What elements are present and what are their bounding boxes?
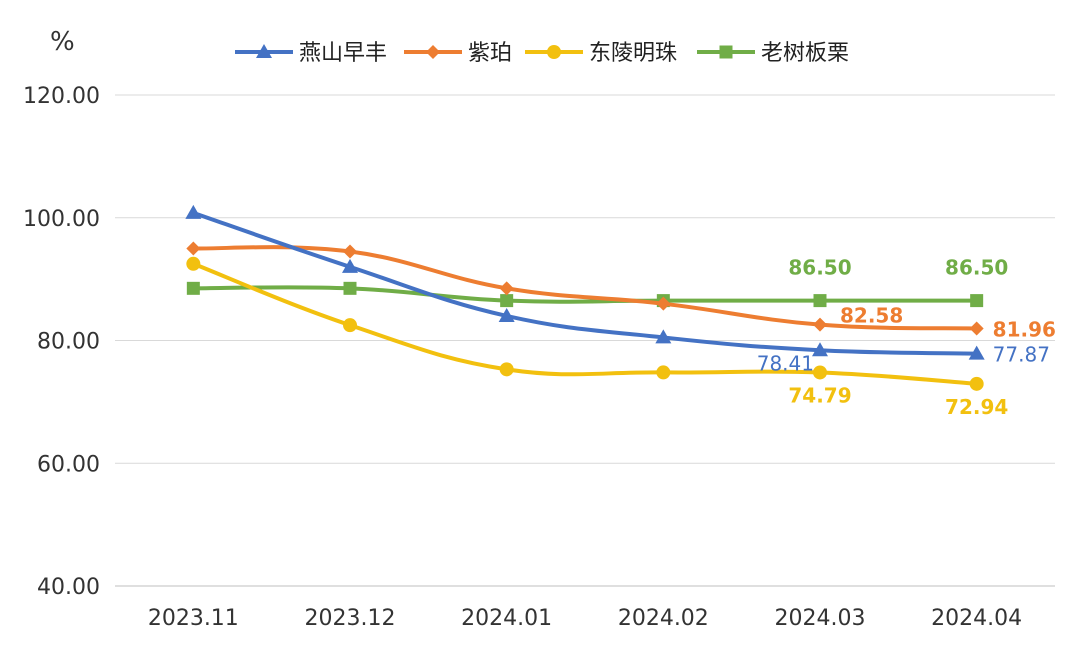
data-point	[186, 256, 201, 271]
data-label: 77.87	[993, 343, 1050, 367]
data-point	[185, 204, 202, 219]
data-point	[969, 321, 984, 336]
data-label: 86.50	[788, 256, 851, 280]
series-line	[191, 285, 979, 304]
axes: 40.00 60.00 80.00 100.00 120.00 2023.11 2023.1…	[23, 84, 1055, 631]
series-0	[185, 204, 985, 360]
series-lines	[185, 204, 985, 391]
legend-marker	[426, 45, 440, 59]
legend-item: 紫珀	[404, 41, 512, 66]
unit-label: %	[50, 27, 75, 57]
data-label: 86.50	[945, 256, 1008, 280]
gridlines	[115, 94, 1055, 587]
legend-marker	[719, 45, 733, 59]
data-point	[812, 342, 828, 357]
data-point	[656, 365, 671, 380]
data-labels: 78.41 77.87 82.58 81.96 74.79 72.94 86.50 86.50	[757, 256, 1056, 419]
data-point	[186, 281, 200, 295]
x-tick-label: 2023.11	[148, 606, 239, 631]
y-tick-label: 60.00	[37, 452, 100, 477]
x-tick-label: 2024.04	[931, 606, 1022, 631]
series-2	[186, 256, 984, 391]
data-point	[343, 318, 357, 333]
legend-label: 老树板栗	[761, 41, 849, 66]
x-tick-label: 2023.12	[305, 606, 396, 631]
data-point	[655, 329, 672, 344]
legend-item: 东陵明珠	[525, 41, 677, 66]
data-label: 74.79	[788, 383, 851, 407]
legend-label: 燕山早丰	[299, 41, 387, 66]
legend-marker	[547, 45, 561, 59]
data-point	[343, 281, 357, 295]
x-tick-label: 2024.01	[461, 606, 552, 631]
data-label: 72.94	[945, 395, 1008, 419]
data-point	[970, 294, 984, 308]
y-tick-label: 120.00	[23, 84, 100, 109]
y-tick-label: 80.00	[37, 330, 100, 355]
data-point	[342, 258, 358, 273]
x-tick-label: 2024.02	[618, 606, 709, 631]
y-tick-label: 40.00	[37, 575, 100, 600]
legend: 燕山早丰 紫珀 东陵明珠 老树板栗	[235, 41, 849, 66]
legend-marker	[256, 44, 272, 58]
series-line	[191, 210, 979, 356]
data-point	[656, 296, 671, 311]
data-point	[969, 376, 984, 391]
data-point	[813, 294, 827, 308]
legend-label: 东陵明珠	[589, 41, 677, 66]
data-point	[499, 362, 514, 377]
data-point	[186, 241, 201, 256]
series-line	[191, 261, 979, 386]
legend-label: 紫珀	[468, 41, 512, 66]
data-label: 78.41	[757, 351, 814, 375]
y-tick-label: 100.00	[23, 207, 100, 232]
data-point	[813, 317, 827, 332]
legend-item: 燕山早丰	[235, 41, 387, 66]
data-point	[343, 244, 357, 259]
data-point	[498, 307, 515, 322]
data-point	[500, 294, 514, 308]
legend-item: 老树板栗	[697, 41, 849, 66]
data-label: 81.96	[993, 317, 1056, 341]
data-point	[968, 345, 985, 360]
data-point	[813, 365, 827, 380]
data-point	[499, 281, 514, 296]
series-1	[186, 241, 984, 336]
series-line	[191, 245, 979, 331]
x-tick-label: 2024.03	[775, 606, 866, 631]
data-label: 82.58	[840, 304, 903, 328]
